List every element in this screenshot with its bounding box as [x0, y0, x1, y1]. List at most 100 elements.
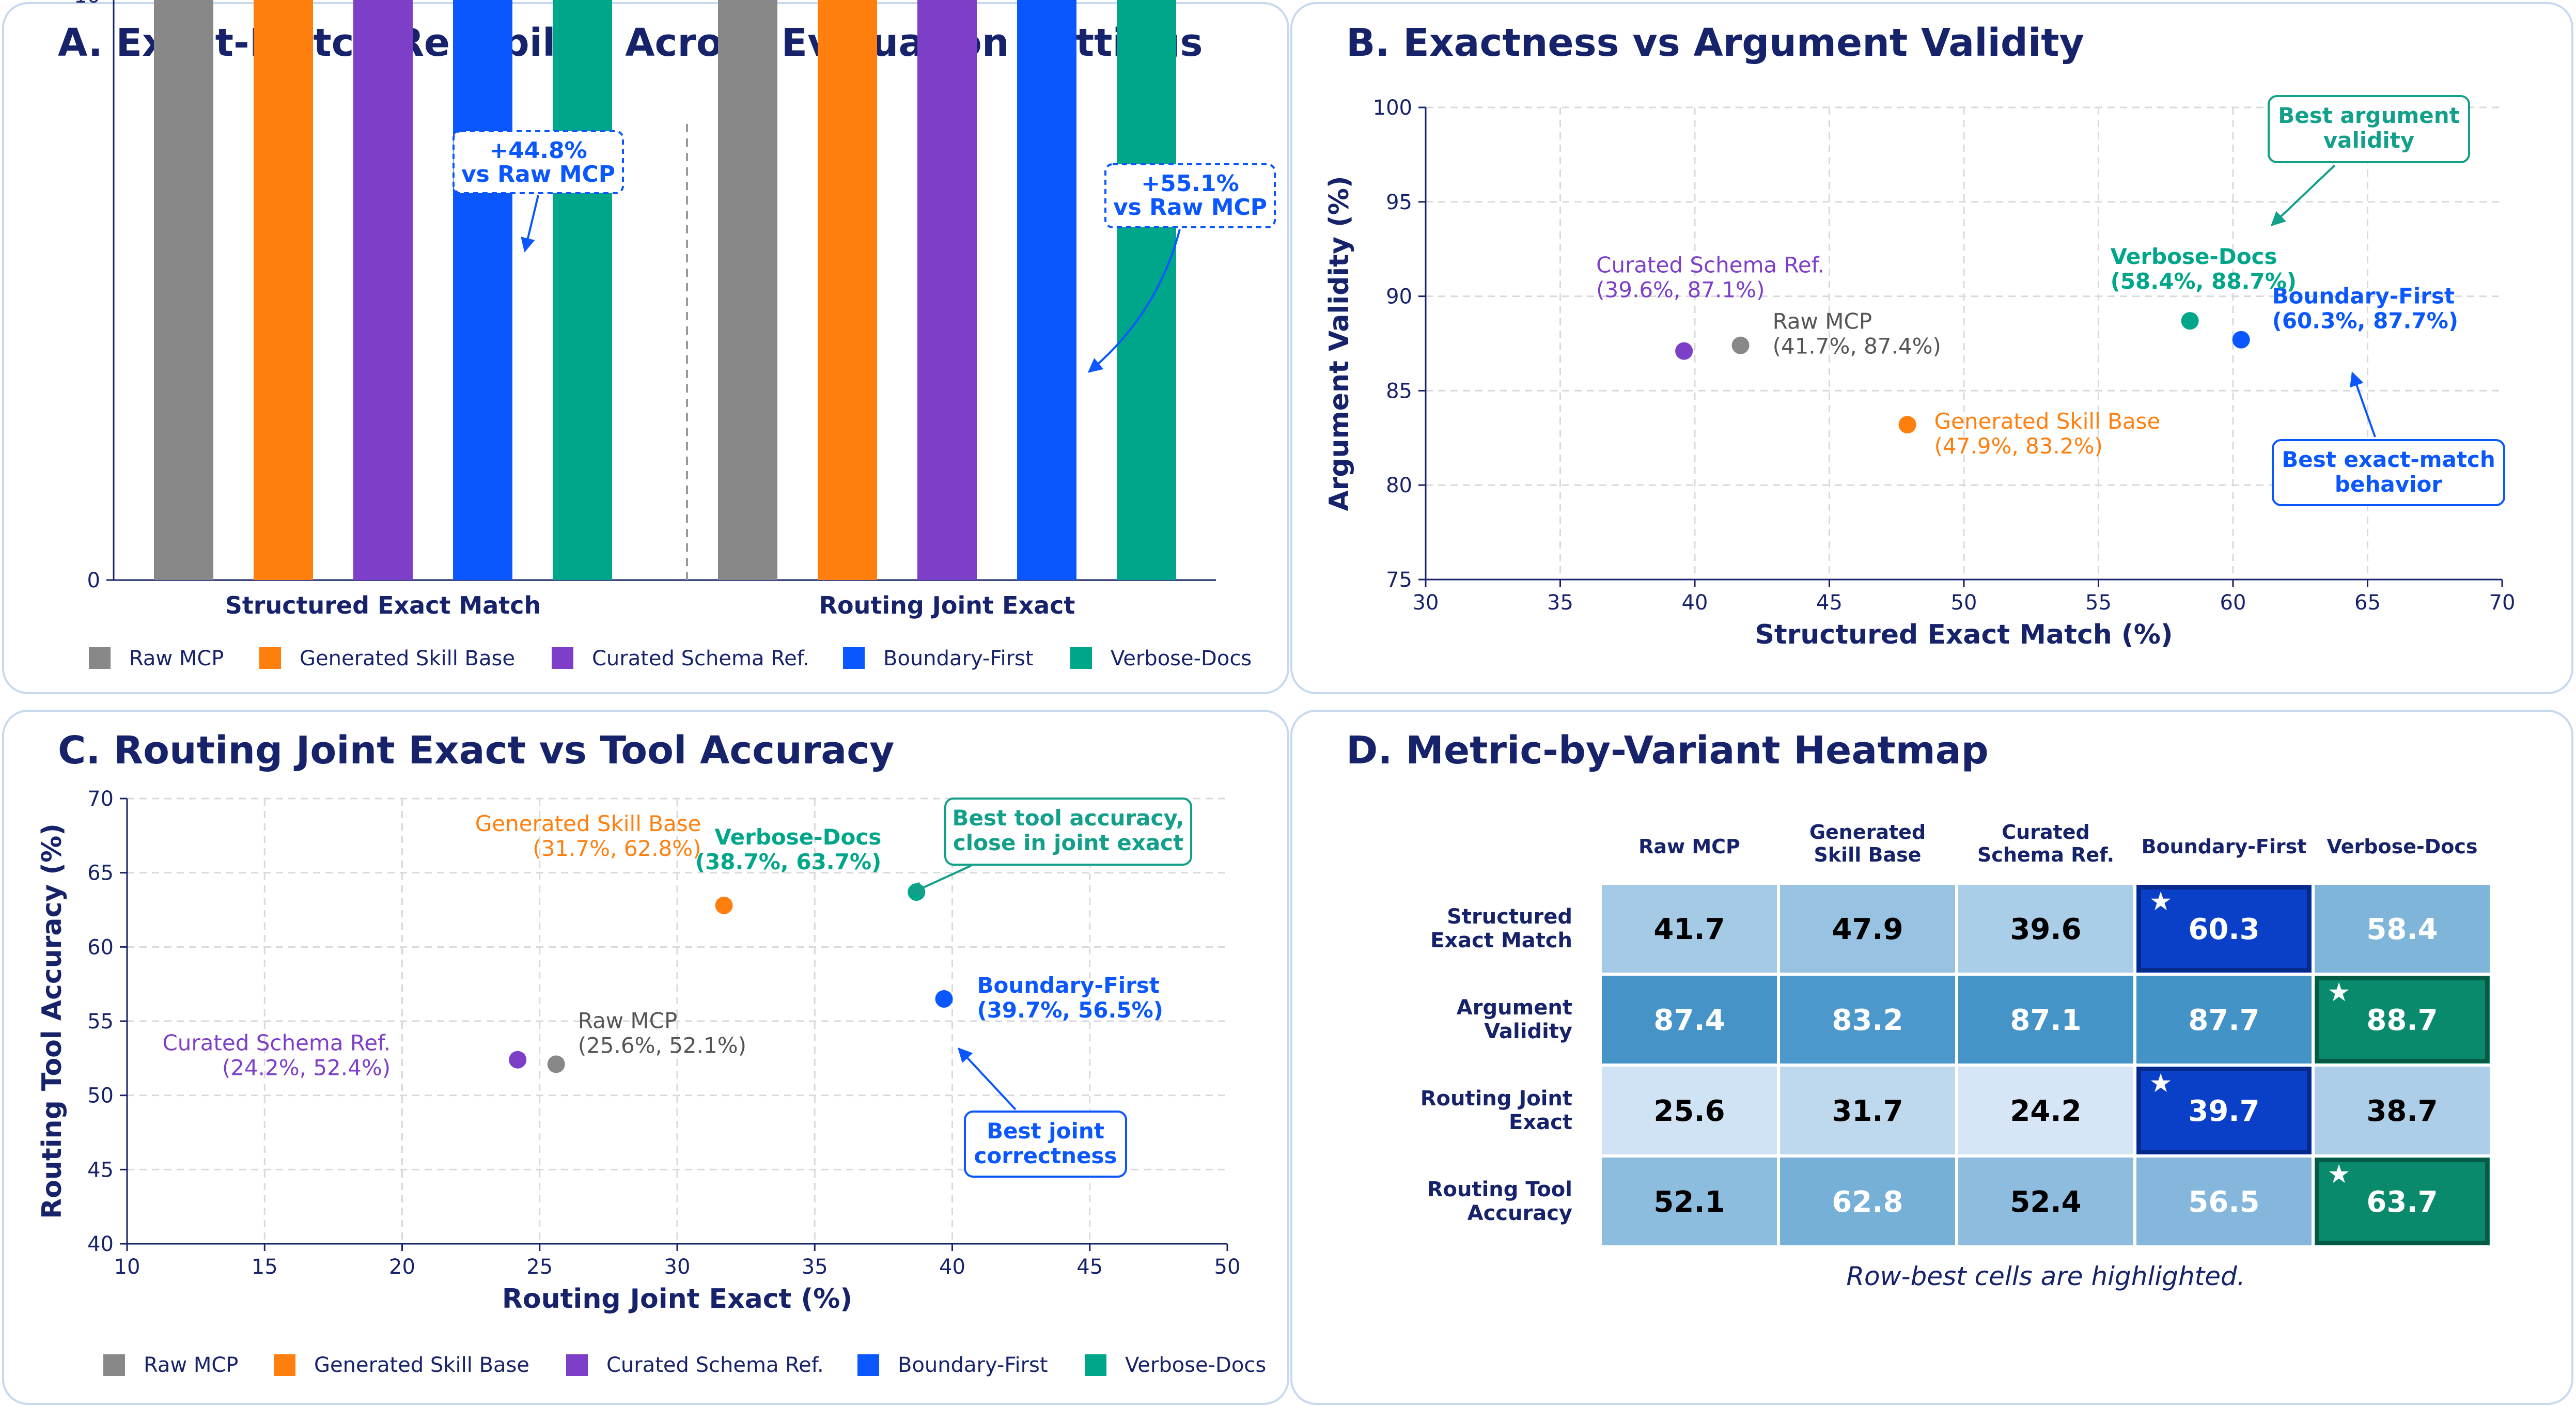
heatmap-cell-value: 56.5	[2188, 1185, 2259, 1219]
point-label-line-0: Raw MCP	[578, 1008, 678, 1033]
point-label-line-1: (39.7%, 56.5%)	[977, 997, 1163, 1023]
heatmap-cell-value: 25.6	[1653, 1095, 1725, 1128]
annotation-arrow	[1087, 229, 1181, 373]
heatmap-row-label-line-0: Routing Tool	[1427, 1178, 1572, 1201]
annotation-box	[2272, 439, 2505, 506]
legend-label: Curated Schema Ref.	[606, 1353, 824, 1377]
point-label-line-1: (58.4%, 88.7%)	[2111, 269, 2297, 294]
heatmap-row-label-line-1: Exact Match	[1430, 929, 1572, 952]
heatmap-cell	[1955, 1064, 2136, 1158]
panel-a-y-tick-label: 10	[74, 0, 100, 8]
legend-swatch	[103, 1354, 125, 1376]
point-boundary-first	[935, 990, 953, 1008]
annotation-arrow	[2270, 164, 2336, 226]
point-label-line-1: (25.6%, 52.1%)	[578, 1033, 746, 1058]
panel-a-x-category-label: Routing Joint Exact	[819, 591, 1075, 619]
best-star-icon: ★	[2149, 1068, 2173, 1098]
panel-c-x-axis-label: Routing Joint Exact (%)	[502, 1284, 852, 1315]
heatmap-cell-value: 87.4	[1653, 1004, 1725, 1037]
heatmap-column-header-line-0: Generated	[1809, 821, 1926, 843]
x-tick-label: 45	[1076, 1255, 1103, 1279]
legend-label: Verbose-Docs	[1111, 647, 1252, 670]
point-label-line-0: Generated Skill Base	[1934, 409, 2161, 434]
heatmap-best-highlight	[2315, 1158, 2489, 1245]
point-label-line-1: (47.9%, 83.2%)	[1934, 433, 2103, 459]
panel-d-heatmap: D. Metric-by-Variant Heatmap Raw MCP Gener…	[1346, 728, 2493, 1291]
heatmap-column-header-line-0: Boundary-First	[2142, 835, 2307, 858]
annotation-box	[964, 1111, 1127, 1178]
legend-label: Generated Skill Base	[300, 647, 515, 670]
panel-a-title: A. Exact-Match Reliability Across Evalua…	[58, 21, 1203, 65]
point-label-line-1: (38.7%, 63.7%)	[695, 849, 881, 874]
heatmap-cell-value: 39.7	[2188, 1095, 2259, 1128]
heatmap-cell-value: 87.7	[2188, 1004, 2259, 1037]
point-label-line-0: Raw MCP	[1773, 309, 1872, 334]
point-raw-mcp	[1731, 336, 1750, 354]
x-tick-label: 25	[526, 1255, 553, 1279]
heatmap-column-header-line-0: Verbose-Docs	[2327, 835, 2477, 858]
best-star-icon: ★	[2149, 886, 2173, 916]
legend-label: Curated Schema Ref.	[592, 647, 809, 670]
heatmap-column-header-line-0: Curated	[2002, 821, 2089, 843]
heatmap-cell	[1777, 1154, 1958, 1248]
annotation-box	[1104, 163, 1276, 228]
panel-c-title: C. Routing Joint Exact vs Tool Accuracy	[58, 728, 894, 773]
legend-label: Verbose-Docs	[1125, 1353, 1266, 1377]
x-tick-label: 35	[802, 1255, 828, 1279]
annotation-text-line-0: Best argument	[2278, 103, 2459, 128]
legend-swatch	[89, 647, 111, 669]
best-star-icon: ★	[2328, 977, 2351, 1007]
y-tick-label: 80	[1386, 474, 1412, 497]
x-tick-label: 50	[1951, 591, 1977, 615]
x-tick-label: 70	[2489, 591, 2516, 615]
bar-boundary-first-structured	[453, 0, 512, 580]
point-label-line-0: Verbose-Docs	[714, 824, 881, 850]
annotation-text-line-1: close in joint exact	[953, 830, 1183, 855]
panel-c-scatter: C. Routing Joint Exact vs Tool Accuracy 1…	[37, 728, 1240, 1315]
y-tick-label: 90	[1386, 285, 1412, 309]
heatmap-cell-value: 88.7	[2366, 1004, 2438, 1037]
panel-a-x-category-label: Structured Exact Match	[225, 591, 541, 619]
point-label-line-1: (39.6%, 87.1%)	[1596, 277, 1765, 303]
heatmap-cell	[1955, 1154, 2136, 1248]
point-label-line-1: (41.7%, 87.4%)	[1773, 334, 1941, 359]
panel-b-x-axis-label: Structured Exact Match (%)	[1755, 619, 2173, 650]
heatmap-cell	[1777, 1064, 1958, 1158]
annotation-text-line-0: Best exact-match	[2282, 447, 2495, 472]
heatmap-cell-value: 52.1	[1653, 1185, 1725, 1219]
x-tick-label: 30	[1413, 591, 1439, 615]
heatmap-row-label-line-1: Validity	[1484, 1020, 1572, 1043]
x-tick-label: 50	[1214, 1255, 1241, 1279]
annotation-text-line-1: vs Raw MCP	[461, 161, 615, 187]
bar-verbose-docs-structured	[553, 0, 612, 580]
point-label-line-0: Boundary-First	[977, 973, 1160, 998]
annotation-text-line-1: validity	[2323, 128, 2414, 153]
y-tick-label: 100	[1373, 96, 1412, 120]
legend-label: Generated Skill Base	[314, 1353, 529, 1377]
panel-c-background	[2, 710, 1289, 1405]
point-label-line-1: (24.2%, 52.4%)	[222, 1055, 391, 1081]
panel-c-y-axis-label: Routing Tool Accuracy (%)	[37, 823, 68, 1219]
point-label-line-0: Curated Schema Ref.	[162, 1030, 391, 1056]
bar-verbose-docs-routing	[1117, 0, 1176, 580]
annotation-text-line-0: +44.8%	[489, 137, 587, 164]
legend-swatch	[552, 647, 573, 669]
heatmap-cell	[2312, 1064, 2493, 1158]
point-verbose-docs	[908, 883, 926, 901]
annotation-arrow	[2350, 371, 2376, 437]
heatmap-cell-value: 58.4	[2366, 913, 2438, 946]
y-tick-label: 55	[87, 1010, 114, 1034]
x-tick-label: 20	[389, 1255, 415, 1279]
heatmap-cell	[1777, 973, 1958, 1067]
heatmap-row-label-line-0: Structured	[1447, 905, 1572, 929]
legend-label: Raw MCP	[144, 1353, 238, 1377]
y-tick-label: 45	[87, 1158, 114, 1182]
annotation-text-line-1: behavior	[2335, 472, 2442, 497]
bar-boundary-first-routing	[1017, 0, 1076, 580]
y-tick-label: 70	[87, 787, 114, 811]
heatmap-cell-value: 24.2	[2010, 1095, 2081, 1128]
heatmap-cell	[2133, 882, 2315, 976]
annotation-box	[452, 130, 624, 194]
heatmap-best-highlight	[2315, 976, 2489, 1063]
heatmap-cell-value: 31.7	[1832, 1095, 1903, 1128]
